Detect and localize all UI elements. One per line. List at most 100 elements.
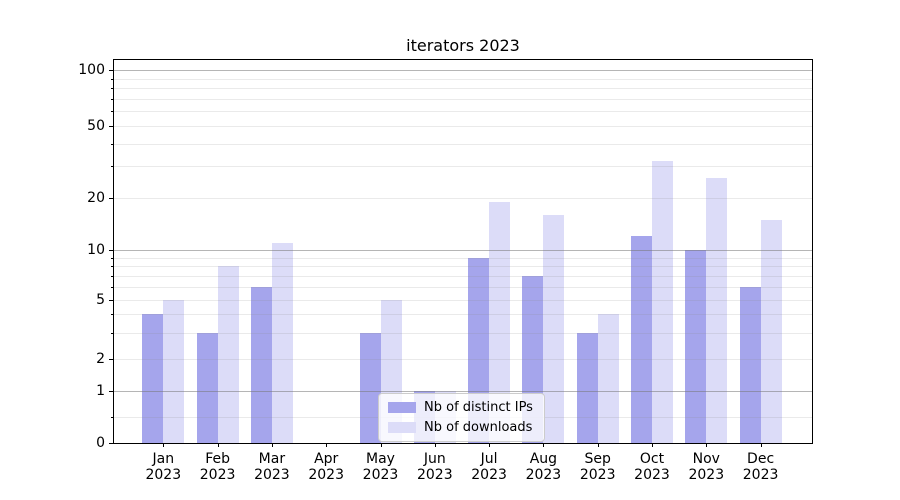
xtick-month: Jun [423, 451, 446, 467]
ytick-mark-1 [109, 391, 113, 392]
minor-gridline-40 [114, 143, 812, 145]
xtick-year: 2023 [199, 467, 236, 483]
xtick-year: 2023 [688, 467, 725, 483]
legend-swatch-downloads [388, 422, 416, 433]
minor-gridline-80 [114, 88, 812, 90]
xtick-label-oct: Oct 2023 [620, 451, 684, 483]
xtick-year: 2023 [742, 467, 779, 483]
minor-gridline-4 [114, 314, 812, 316]
xtick-year: 2023 [471, 467, 507, 483]
minor-ytick-0.5 [111, 416, 113, 418]
ytick-mark-50 [109, 126, 113, 127]
xtick-label-mar: Mar 2023 [240, 451, 304, 483]
xtick-month: Oct [639, 451, 665, 467]
minor-gridline-2 [114, 359, 812, 361]
xtick-year: 2023 [254, 467, 290, 483]
xtick-label-sep: Sep 2023 [566, 451, 630, 483]
xtick-year: 2023 [634, 467, 670, 483]
minor-gridline-50 [114, 126, 812, 127]
bar-distinct-ips-dec [739, 286, 761, 443]
minor-gridline-9 [114, 257, 812, 259]
ytick-mark-0 [109, 442, 113, 444]
legend-item-distinct-ips: Nb of distinct IPs [388, 400, 535, 415]
minor-gridline-6 [114, 286, 812, 288]
major-gridline-100 [114, 70, 812, 71]
ytick-mark-5 [109, 300, 113, 301]
xtick-year: 2023 [308, 467, 344, 483]
minor-ytick-7 [111, 275, 113, 277]
chart-title: iterators 2023 [406, 36, 520, 55]
xtick-month: Jul [480, 451, 498, 467]
xtick-year: 2023 [145, 467, 182, 483]
xtick-label-jun: Jun 2023 [403, 451, 467, 483]
xtick-year: 2023 [416, 467, 453, 483]
minor-gridline-20 [114, 198, 812, 200]
minor-gridline-30 [114, 166, 812, 168]
xtick-label-apr: Apr 2023 [294, 451, 358, 483]
ytick-label-20: 20 [87, 190, 105, 207]
xtick-month: Mar [258, 451, 286, 467]
xtick-month: Apr [314, 451, 339, 467]
ytick-label-5: 5 [96, 292, 105, 308]
xtick-mark-mar [271, 443, 273, 447]
minor-gridline-60 [114, 111, 812, 113]
bar-distinct-ips-nov [685, 250, 707, 443]
bar-downloads-feb [217, 266, 239, 443]
xtick-month: Sep [584, 451, 611, 467]
xtick-mark-apr [326, 443, 328, 447]
legend: Nb of distinct IPs Nb of downloads [378, 393, 545, 442]
bar-distinct-ips-sep [576, 333, 598, 443]
minor-ytick-4 [111, 314, 113, 316]
bar-downloads-nov [706, 177, 728, 443]
minor-ytick-70 [111, 98, 113, 100]
xtick-month: Nov [692, 451, 720, 467]
minor-ytick-80 [111, 88, 113, 90]
xtick-month: Feb [205, 451, 230, 467]
xtick-label-nov: Nov 2023 [674, 451, 738, 483]
bar-downloads-jan [163, 300, 185, 443]
xtick-mark-sep [597, 443, 599, 447]
legend-label-distinct-ips: Nb of distinct IPs [424, 400, 533, 415]
ytick-label-2: 2 [96, 351, 105, 368]
xtick-year: 2023 [525, 467, 562, 483]
ytick-label-10: 10 [87, 242, 105, 258]
legend-item-downloads: Nb of downloads [388, 420, 535, 435]
xtick-year: 2023 [579, 467, 616, 483]
xtick-month: Jan [152, 451, 175, 467]
bar-downloads-dec [760, 219, 782, 443]
xtick-label-may: May 2023 [349, 451, 413, 483]
bar-downloads-oct [652, 161, 673, 443]
xtick-mark-nov [706, 443, 708, 447]
xtick-mark-jul [489, 443, 491, 447]
bar-distinct-ips-mar [250, 286, 272, 443]
bar-downloads-sep [597, 314, 619, 443]
minor-ytick-90 [111, 78, 113, 80]
xtick-month: May [366, 451, 395, 467]
minor-ytick-3 [111, 333, 113, 335]
minor-gridline-3 [114, 333, 812, 335]
xtick-label-feb: Feb 2023 [186, 451, 250, 483]
bar-distinct-ips-feb [196, 333, 218, 443]
ytick-label-100: 100 [78, 62, 105, 78]
legend-swatch-distinct-ips [388, 402, 416, 413]
minor-ytick-6 [111, 286, 113, 288]
minor-ytick-30 [111, 166, 113, 168]
xtick-mark-aug [543, 443, 545, 447]
minor-gridline-70 [114, 98, 812, 100]
xtick-mark-feb [217, 443, 219, 447]
xtick-year: 2023 [362, 467, 399, 483]
minor-gridline-5 [114, 300, 812, 301]
xtick-mark-dec [760, 443, 762, 447]
xtick-mark-jan [163, 443, 165, 447]
legend-label-downloads: Nb of downloads [424, 420, 533, 435]
ytick-mark-100 [109, 70, 113, 71]
ytick-label-1: 1 [96, 383, 105, 399]
bar-distinct-ips-oct [631, 236, 652, 443]
ytick-label-50: 50 [87, 118, 105, 134]
bar-downloads-mar [271, 242, 293, 443]
minor-ytick-40 [111, 143, 113, 145]
ytick-mark-10 [109, 250, 113, 251]
xtick-mark-may [380, 443, 382, 447]
ytick-mark-2 [109, 359, 113, 361]
